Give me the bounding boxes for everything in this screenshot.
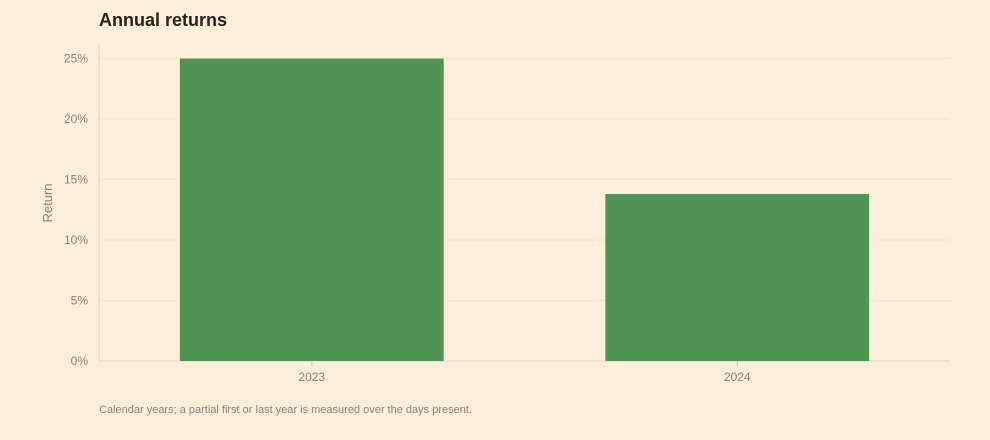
y-tick-label: 15% bbox=[64, 173, 88, 187]
x-tick-label: 2024 bbox=[724, 370, 751, 384]
x-ticks: 2023 2024 bbox=[298, 361, 751, 384]
y-axis-label: Return bbox=[40, 183, 55, 222]
y-tick-label: 10% bbox=[64, 233, 88, 247]
chart-title: Annual returns bbox=[99, 10, 228, 30]
bars bbox=[179, 58, 870, 362]
y-tick-label: 0% bbox=[71, 354, 89, 368]
y-ticks: 0% 5% 10% 15% 20% 25% bbox=[64, 52, 88, 368]
bar-2023 bbox=[179, 58, 444, 362]
footnote: Calendar years; a partial first or last … bbox=[99, 404, 472, 416]
bar-2024 bbox=[605, 194, 870, 361]
x-tick-label: 2023 bbox=[298, 370, 325, 384]
y-tick-label: 5% bbox=[71, 294, 89, 308]
y-tick-label: 20% bbox=[64, 112, 88, 126]
y-tick-label: 25% bbox=[64, 52, 88, 66]
